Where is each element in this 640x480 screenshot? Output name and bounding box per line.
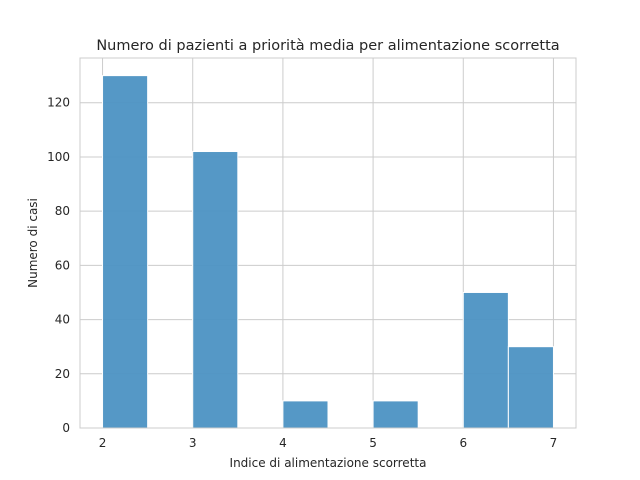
x-tick-label: 6 (459, 436, 467, 450)
y-tick-label: 100 (47, 150, 70, 164)
histogram-bar (102, 75, 149, 429)
y-tick-label: 80 (55, 204, 70, 218)
plot-frame (79, 57, 577, 429)
y-tick-label: 60 (55, 258, 70, 272)
y-tick-label: 120 (47, 96, 70, 110)
x-tick-labels: 2 3 4 5 6 7 (99, 436, 558, 450)
x-tick-label: 5 (369, 436, 377, 450)
histogram-bar (372, 400, 419, 429)
histogram-bar (462, 291, 509, 429)
x-axis-label: Indice di alimentazione scorretta (230, 456, 427, 470)
y-tick-labels: 0 20 40 60 80 100 120 (47, 96, 70, 435)
y-axis-label: Numero di casi (26, 198, 40, 288)
chart-title: Numero di pazienti a priorità media per … (96, 38, 559, 54)
histogram-bar (507, 346, 554, 429)
bars-group (102, 75, 554, 429)
x-tick-label: 2 (99, 436, 107, 450)
x-tick-label: 7 (550, 436, 558, 450)
y-tick-label: 40 (55, 313, 70, 327)
x-tick-label: 3 (189, 436, 197, 450)
histogram-bar (282, 400, 329, 429)
histogram-bar (192, 151, 239, 429)
y-tick-label: 0 (62, 421, 70, 435)
y-tick-label: 20 (55, 367, 70, 381)
x-tick-label: 4 (279, 436, 287, 450)
